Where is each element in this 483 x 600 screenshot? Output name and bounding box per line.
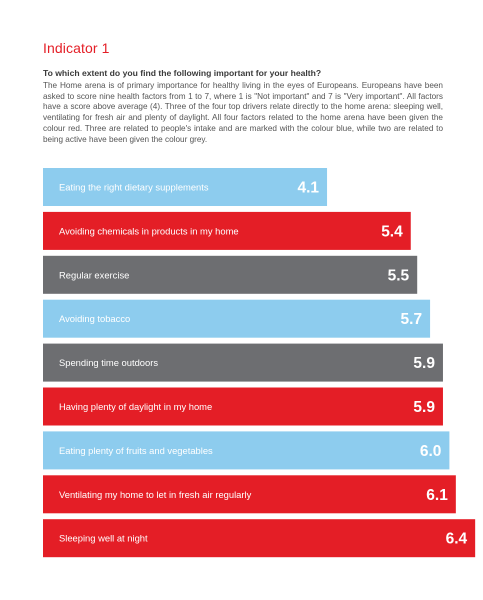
bar — [43, 211, 411, 250]
bar — [43, 168, 328, 206]
bar — [43, 255, 418, 294]
bar-value-label: 4.1 — [297, 180, 319, 197]
bar-row: Eating plenty of fruits and vegetables 6.… — [43, 431, 450, 470]
bar-label: Avoiding chemicals in products in my hom… — [59, 225, 239, 236]
bar-label: Sleeping well at night — [59, 533, 148, 544]
bar-value-label: 6.1 — [426, 487, 448, 504]
bar-row: Eating the right dietary supplements 4.1 — [43, 168, 328, 206]
bar — [43, 475, 456, 514]
bar-value-label: 6.0 — [420, 443, 442, 460]
indicator-heading: Indicator 1 — [43, 40, 110, 56]
bar-label: Avoiding tobacco — [59, 313, 130, 324]
bar — [43, 387, 443, 426]
bar-value-label: 5.9 — [413, 399, 435, 416]
bar — [43, 519, 476, 558]
bar-label: Spending time outdoors — [59, 357, 158, 368]
bar-row: Ventilating my home to let in fresh air … — [43, 475, 456, 514]
bar-value-label: 5.4 — [381, 223, 403, 240]
bar-value-label: 6.4 — [446, 531, 468, 548]
bar-row: Sleeping well at night 6.4 — [43, 519, 476, 558]
bar — [43, 343, 443, 382]
bar-row: Spending time outdoors 5.9 — [43, 343, 443, 382]
bar-label: Eating plenty of fruits and vegetables — [59, 445, 213, 456]
bar-row: Regular exercise 5.5 — [43, 255, 418, 294]
bar — [43, 431, 450, 470]
bar-row: Avoiding tobacco 5.7 — [43, 299, 431, 338]
bar-row: Having plenty of daylight in my home 5.9 — [43, 387, 443, 426]
question-heading: To which extent do you find the followin… — [43, 68, 322, 78]
bar-row: Avoiding chemicals in products in my hom… — [43, 211, 411, 250]
bar — [43, 299, 431, 338]
bar-label: Having plenty of daylight in my home — [59, 401, 212, 412]
bar-value-label: 5.7 — [401, 311, 423, 328]
bar-value-label: 5.5 — [388, 267, 410, 284]
bar-value-label: 5.9 — [413, 355, 435, 372]
bar-label: Ventilating my home to let in fresh air … — [59, 489, 252, 500]
bar-label: Eating the right dietary supplements — [59, 182, 209, 193]
bar-label: Regular exercise — [59, 269, 129, 280]
intro-paragraph: The Home arena is of primary importance … — [43, 81, 443, 144]
